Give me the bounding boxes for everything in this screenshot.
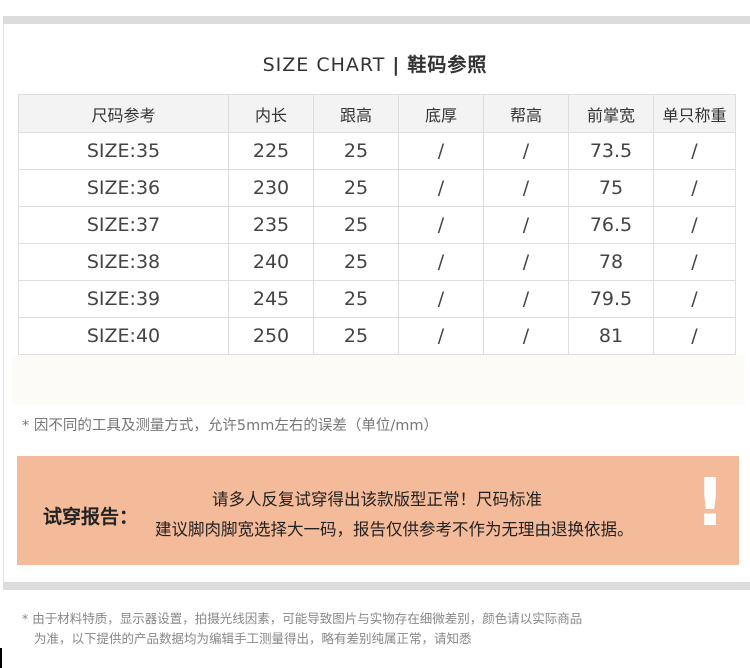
column-header: 前掌宽 <box>568 94 654 133</box>
table-cell: / <box>653 132 736 170</box>
table-cell: / <box>483 317 569 355</box>
title-zh: 鞋码参照 <box>407 54 488 76</box>
table-cell: / <box>483 280 569 318</box>
table-cell: 240 <box>228 243 314 281</box>
table-cell: SIZE:38 <box>18 243 229 281</box>
report-label: 试穿报告： <box>43 506 139 528</box>
table-row: SIZE:36 230 25//75/ <box>18 169 736 207</box>
table-cell: SIZE:39 <box>18 280 229 318</box>
table-cell: / <box>398 169 484 207</box>
table-cell: 25 <box>313 206 399 244</box>
table-cell: 245 <box>228 280 314 318</box>
exclamation-icon: ! <box>695 464 726 541</box>
column-header: 帮高 <box>483 94 569 133</box>
table-cell: / <box>483 206 569 244</box>
table-cell: 230 <box>228 169 314 207</box>
bottom-divider <box>3 582 750 590</box>
table-cell: / <box>398 280 484 318</box>
table-cell: SIZE:40 <box>18 317 229 355</box>
table-cell: / <box>653 243 736 281</box>
fit-report-box: 试穿报告： 请多人反复试穿得出该款版型正常！尺码标准 建议脚肉脚宽选择大一码，报… <box>17 456 739 565</box>
table-cell: / <box>483 132 569 170</box>
report-line-2: 建议脚肉脚宽选择大一码，报告仅供参考不作为无理由退换依据。 <box>155 520 634 539</box>
table-row: SIZE:38 240 25//78/ <box>18 243 736 281</box>
table-row: SIZE:40 250 25//81/ <box>18 317 736 355</box>
table-cell: SIZE:35 <box>18 132 229 170</box>
footer-disclaimer: * 由于材料特质，显示器设置，拍摄光线因素，可能导致图片与实物存在细微差别，颜色… <box>22 609 722 649</box>
table-cell: 25 <box>313 169 399 207</box>
table-cell: 25 <box>313 132 399 170</box>
report-line-1: 请多人反复试穿得出该款版型正常！尺码标准 <box>212 490 542 509</box>
table-cell: / <box>653 280 736 318</box>
table-cell: 76.5 <box>568 206 654 244</box>
spacer-panel <box>12 355 745 405</box>
table-cell: 25 <box>313 317 399 355</box>
table-header-row: 尺码参考 内长 跟高 底厚 帮高 前掌宽 单只称重 <box>18 94 736 133</box>
table-cell: / <box>483 243 569 281</box>
top-divider <box>3 16 750 24</box>
table-cell: / <box>398 206 484 244</box>
title-en: SIZE CHART <box>262 54 386 76</box>
table-cell: / <box>653 169 736 207</box>
measurement-note: * 因不同的工具及测量方式，允许5mm左右的误差（单位/mm） <box>22 418 438 434</box>
table-row: SIZE:37 235 25//76.5/ <box>18 206 736 244</box>
page-title: SIZE CHART | 鞋码参照 <box>0 50 750 77</box>
table-cell: 235 <box>228 206 314 244</box>
table-row: SIZE:35 225 25//73.5/ <box>18 132 736 170</box>
footer-line-2: 为准，以下提供的产品数据均为编辑手工测量得出，略有差别纯属正常，请知悉 <box>34 631 472 646</box>
title-separator: | <box>392 54 401 76</box>
table-cell: 79.5 <box>568 280 654 318</box>
table-cell: / <box>398 243 484 281</box>
table-cell: 81 <box>568 317 654 355</box>
table-cell: SIZE:37 <box>18 206 229 244</box>
column-header: 内长 <box>228 94 314 133</box>
edge-mark <box>0 648 2 668</box>
column-header: 单只称重 <box>653 94 736 133</box>
table-cell: / <box>653 206 736 244</box>
size-table: 尺码参考 内长 跟高 底厚 帮高 前掌宽 单只称重 SIZE:35 225 25//73.5/S… <box>18 94 736 355</box>
column-header: 跟高 <box>313 94 399 133</box>
table-row: SIZE:39 245 25//79.5/ <box>18 280 736 318</box>
table-cell: 75 <box>568 169 654 207</box>
table-cell: 225 <box>228 132 314 170</box>
table-cell: SIZE:36 <box>18 169 229 207</box>
table-cell: / <box>653 317 736 355</box>
table-cell: / <box>398 132 484 170</box>
table-cell: 250 <box>228 317 314 355</box>
table-cell: 78 <box>568 243 654 281</box>
table-cell: 73.5 <box>568 132 654 170</box>
table-cell: / <box>483 169 569 207</box>
column-header: 尺码参考 <box>18 94 229 133</box>
table-cell: / <box>398 317 484 355</box>
table-cell: 25 <box>313 280 399 318</box>
column-header: 底厚 <box>398 94 484 133</box>
table-cell: 25 <box>313 243 399 281</box>
footer-line-1: * 由于材料特质，显示器设置，拍摄光线因素，可能导致图片与实物存在细微差别，颜色… <box>22 611 583 626</box>
